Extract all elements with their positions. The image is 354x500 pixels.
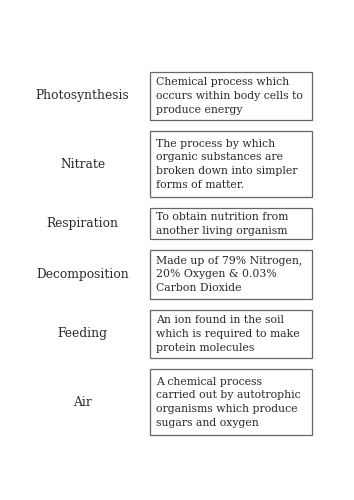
Text: Respiration: Respiration xyxy=(47,217,119,230)
Text: Air: Air xyxy=(73,396,92,408)
Text: The process by which
organic substances are
broken down into simpler
forms of ma: The process by which organic substances … xyxy=(156,139,297,190)
FancyBboxPatch shape xyxy=(150,369,312,436)
Text: Photosynthesis: Photosynthesis xyxy=(36,90,130,102)
FancyBboxPatch shape xyxy=(150,131,312,198)
FancyBboxPatch shape xyxy=(150,310,312,358)
Text: Decomposition: Decomposition xyxy=(36,268,129,281)
Text: An ion found in the soil
which is required to make
protein molecules: An ion found in the soil which is requir… xyxy=(156,316,299,352)
FancyBboxPatch shape xyxy=(150,208,312,240)
Text: A chemical process
carried out by autotrophic
organisms which produce
sugars and: A chemical process carried out by autotr… xyxy=(156,377,301,428)
FancyBboxPatch shape xyxy=(150,250,312,299)
Text: Chemical process which
occurs within body cells to
produce energy: Chemical process which occurs within bod… xyxy=(156,78,303,114)
Text: Nitrate: Nitrate xyxy=(60,158,105,170)
FancyBboxPatch shape xyxy=(150,72,312,120)
Text: To obtain nutrition from
another living organism: To obtain nutrition from another living … xyxy=(156,212,288,236)
Text: Made up of 79% Nitrogen,
20% Oxygen & 0.03%
Carbon Dioxide: Made up of 79% Nitrogen, 20% Oxygen & 0.… xyxy=(156,256,302,293)
Text: Feeding: Feeding xyxy=(58,328,108,340)
